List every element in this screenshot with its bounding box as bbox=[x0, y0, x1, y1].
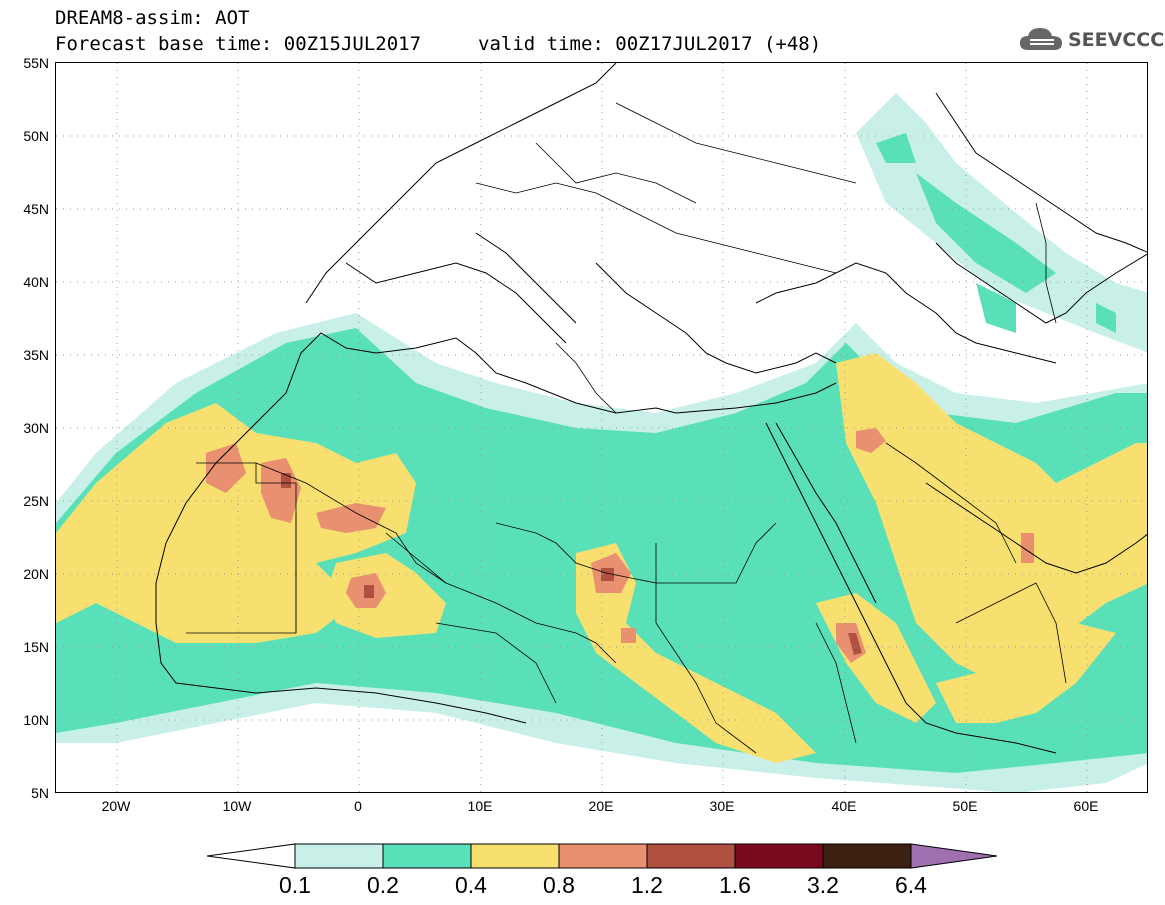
colorbar bbox=[207, 843, 997, 869]
aot-band-1.2 bbox=[281, 473, 862, 655]
seevccc-logo: SEEVCCC bbox=[1018, 24, 1164, 56]
colorbar-label: 0.8 bbox=[543, 872, 575, 898]
colorbar-label: 6.4 bbox=[895, 872, 927, 898]
aot-band-0.4 bbox=[56, 353, 1147, 763]
lat-label: 20N bbox=[23, 566, 49, 582]
colorbar-label: 0.4 bbox=[455, 872, 487, 898]
lat-label: 40N bbox=[23, 274, 49, 290]
forecast-base-time: Forecast base time: 00Z15JUL2017 bbox=[55, 33, 422, 55]
country-borders bbox=[186, 102, 1067, 754]
colorbar-label: 1.2 bbox=[631, 872, 663, 898]
colorbar-swatch bbox=[470, 843, 560, 869]
colorbar-swatch bbox=[294, 843, 384, 869]
lat-label: 50N bbox=[23, 128, 49, 144]
map-title: DREAM8-assim: AOT bbox=[55, 7, 250, 29]
lon-label: 30E bbox=[709, 798, 735, 814]
lon-label: 10E bbox=[467, 798, 493, 814]
lon-label: 40E bbox=[831, 798, 857, 814]
lat-label: 5N bbox=[31, 785, 49, 801]
graticule bbox=[56, 63, 1147, 792]
colorbar-swatch bbox=[646, 843, 736, 869]
colorbar-label: 0.1 bbox=[279, 872, 311, 898]
colorbar-swatch bbox=[382, 843, 472, 869]
map-panel[interactable] bbox=[55, 62, 1148, 793]
lon-label: 0 bbox=[354, 798, 362, 814]
logo-text: SEEVCCC bbox=[1068, 29, 1165, 51]
lon-label: 10W bbox=[222, 798, 252, 814]
colorbar-label: 1.6 bbox=[719, 872, 751, 898]
colorbar-high-arrow bbox=[910, 843, 997, 869]
colorbar-swatch bbox=[822, 843, 912, 869]
lon-label: 50E bbox=[952, 798, 978, 814]
valid-time: valid time: 00Z17JUL2017 (+48) bbox=[478, 33, 822, 55]
colorbar-swatch bbox=[558, 843, 648, 869]
lat-label: 30N bbox=[23, 420, 49, 436]
colorbar-swatch bbox=[734, 843, 824, 869]
lat-label: 45N bbox=[23, 201, 49, 217]
coastlines bbox=[155, 63, 1147, 754]
lat-label: 10N bbox=[23, 712, 49, 728]
cloud-icon bbox=[1020, 28, 1062, 50]
lat-label: 55N bbox=[23, 55, 49, 71]
lon-label: 60E bbox=[1073, 798, 1099, 814]
lon-label: 20W bbox=[101, 798, 131, 814]
lon-label: 20E bbox=[588, 798, 614, 814]
lat-label: 15N bbox=[23, 639, 49, 655]
colorbar-low-arrow bbox=[207, 843, 296, 869]
colorbar-label: 3.2 bbox=[807, 872, 839, 898]
colorbar-label: 0.2 bbox=[367, 872, 399, 898]
aot-map bbox=[56, 63, 1147, 792]
lat-label: 25N bbox=[23, 493, 49, 509]
lat-label: 35N bbox=[23, 347, 49, 363]
